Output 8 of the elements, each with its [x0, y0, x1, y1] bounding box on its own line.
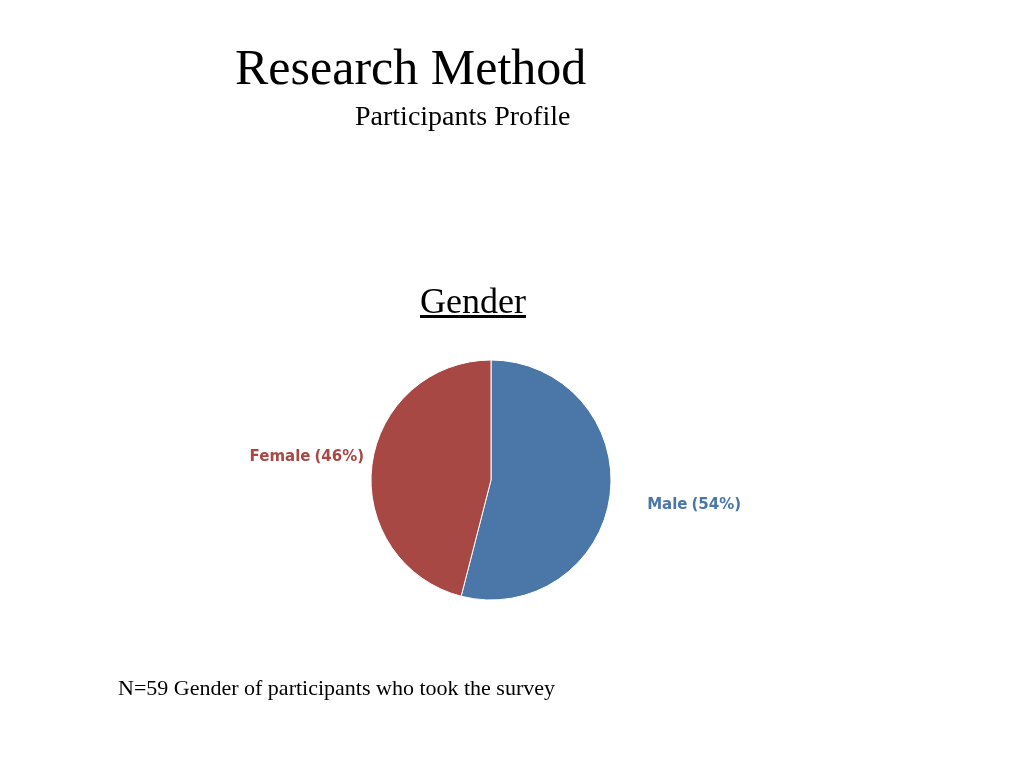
- chart-title: Research Method: [235, 38, 587, 96]
- text: Gender: [420, 280, 526, 322]
- chart-subtitle: Participants Profile: [355, 100, 571, 132]
- text: N=59 Gender of participants who took the survey: [118, 675, 556, 701]
- data-label: (46%): [314, 447, 365, 466]
- slice-label: Female: [249, 447, 311, 466]
- data-label: (54%): [691, 494, 742, 513]
- slice-label: Male: [647, 494, 688, 513]
